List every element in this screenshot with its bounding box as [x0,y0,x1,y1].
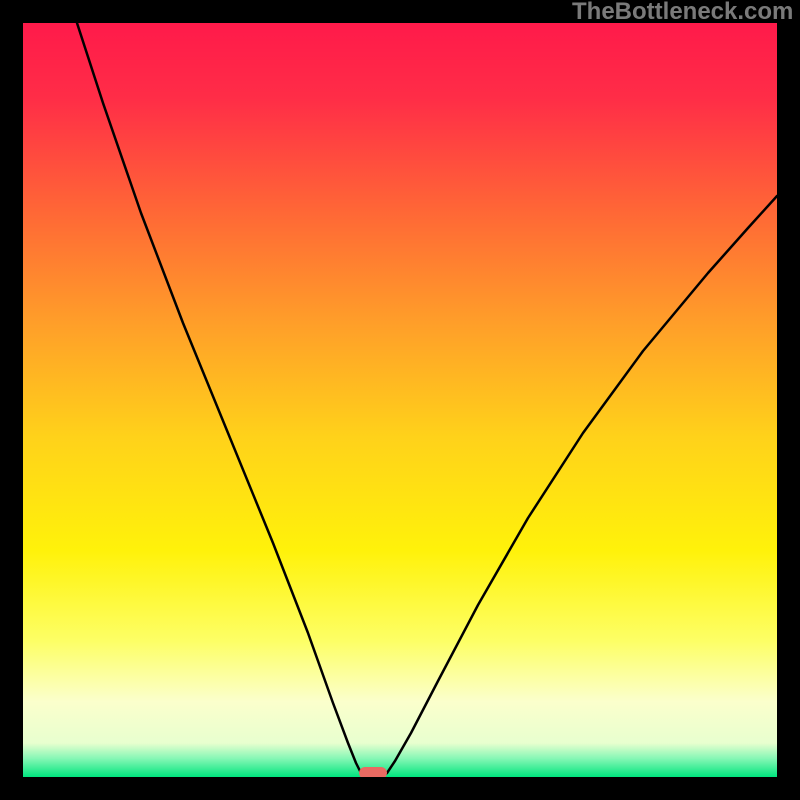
plot-frame [23,23,777,777]
bottleneck-chart [23,23,777,777]
optimal-point-marker [359,767,387,777]
gradient-background [23,23,777,777]
watermark-text: TheBottleneck.com [572,0,793,26]
